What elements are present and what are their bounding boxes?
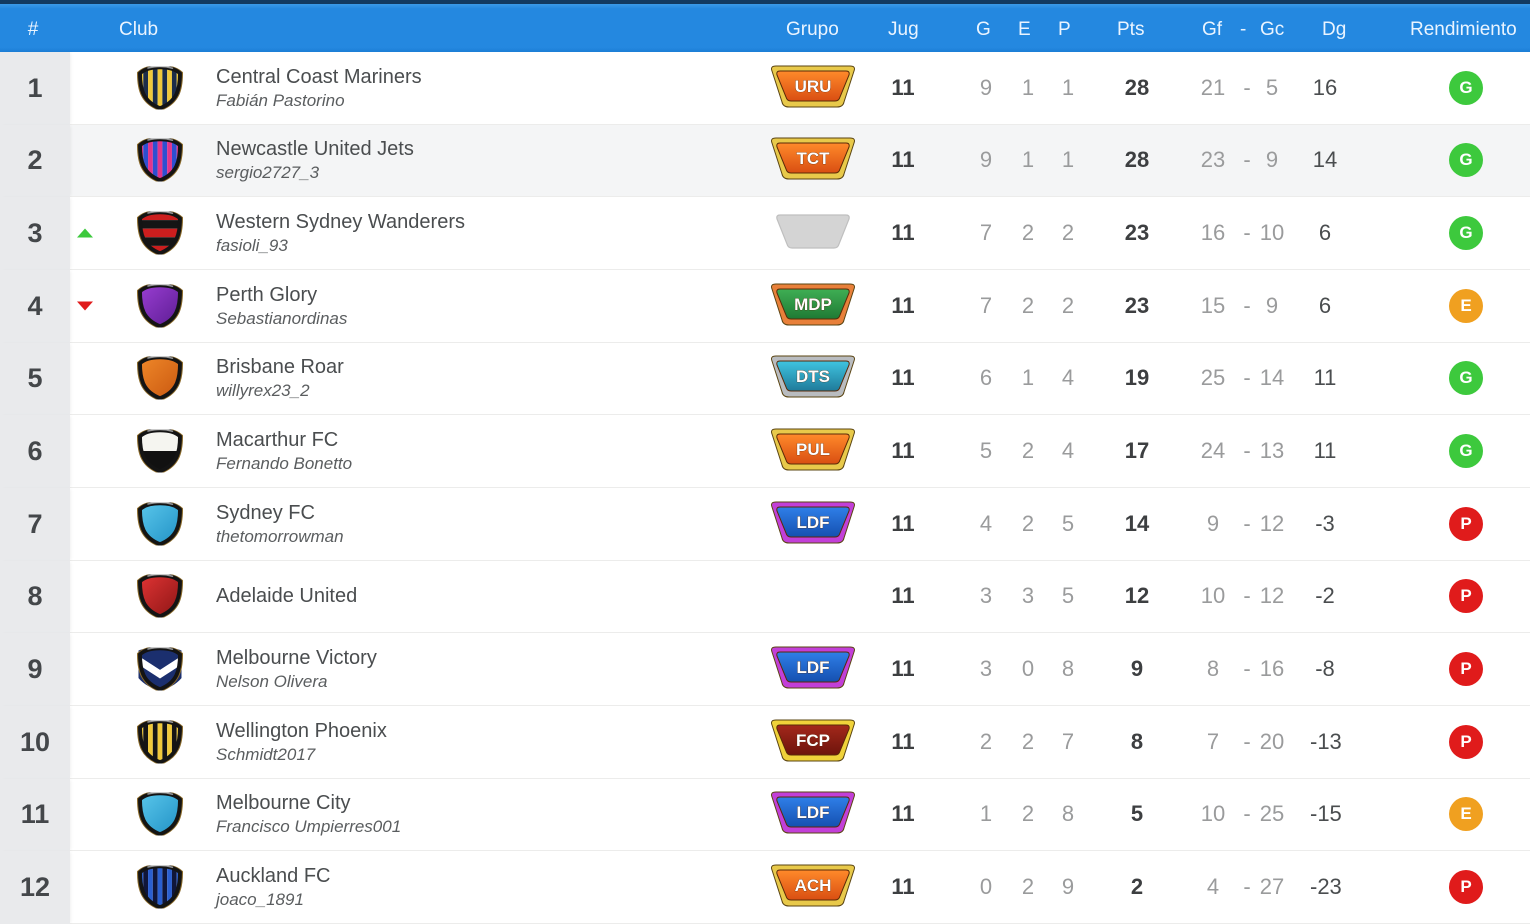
svg-text:LDF: LDF xyxy=(796,803,829,822)
svg-text:DTS: DTS xyxy=(796,367,830,386)
svg-text:URU: URU xyxy=(795,77,832,96)
svg-text:PUL: PUL xyxy=(796,440,830,459)
svg-text:LDF: LDF xyxy=(796,658,829,677)
svg-text:MDP: MDP xyxy=(794,295,832,314)
svg-text:TCT: TCT xyxy=(796,149,830,168)
svg-text:LDF: LDF xyxy=(796,513,829,532)
svg-text:FCP: FCP xyxy=(796,731,830,750)
svg-text:ACH: ACH xyxy=(795,876,832,895)
